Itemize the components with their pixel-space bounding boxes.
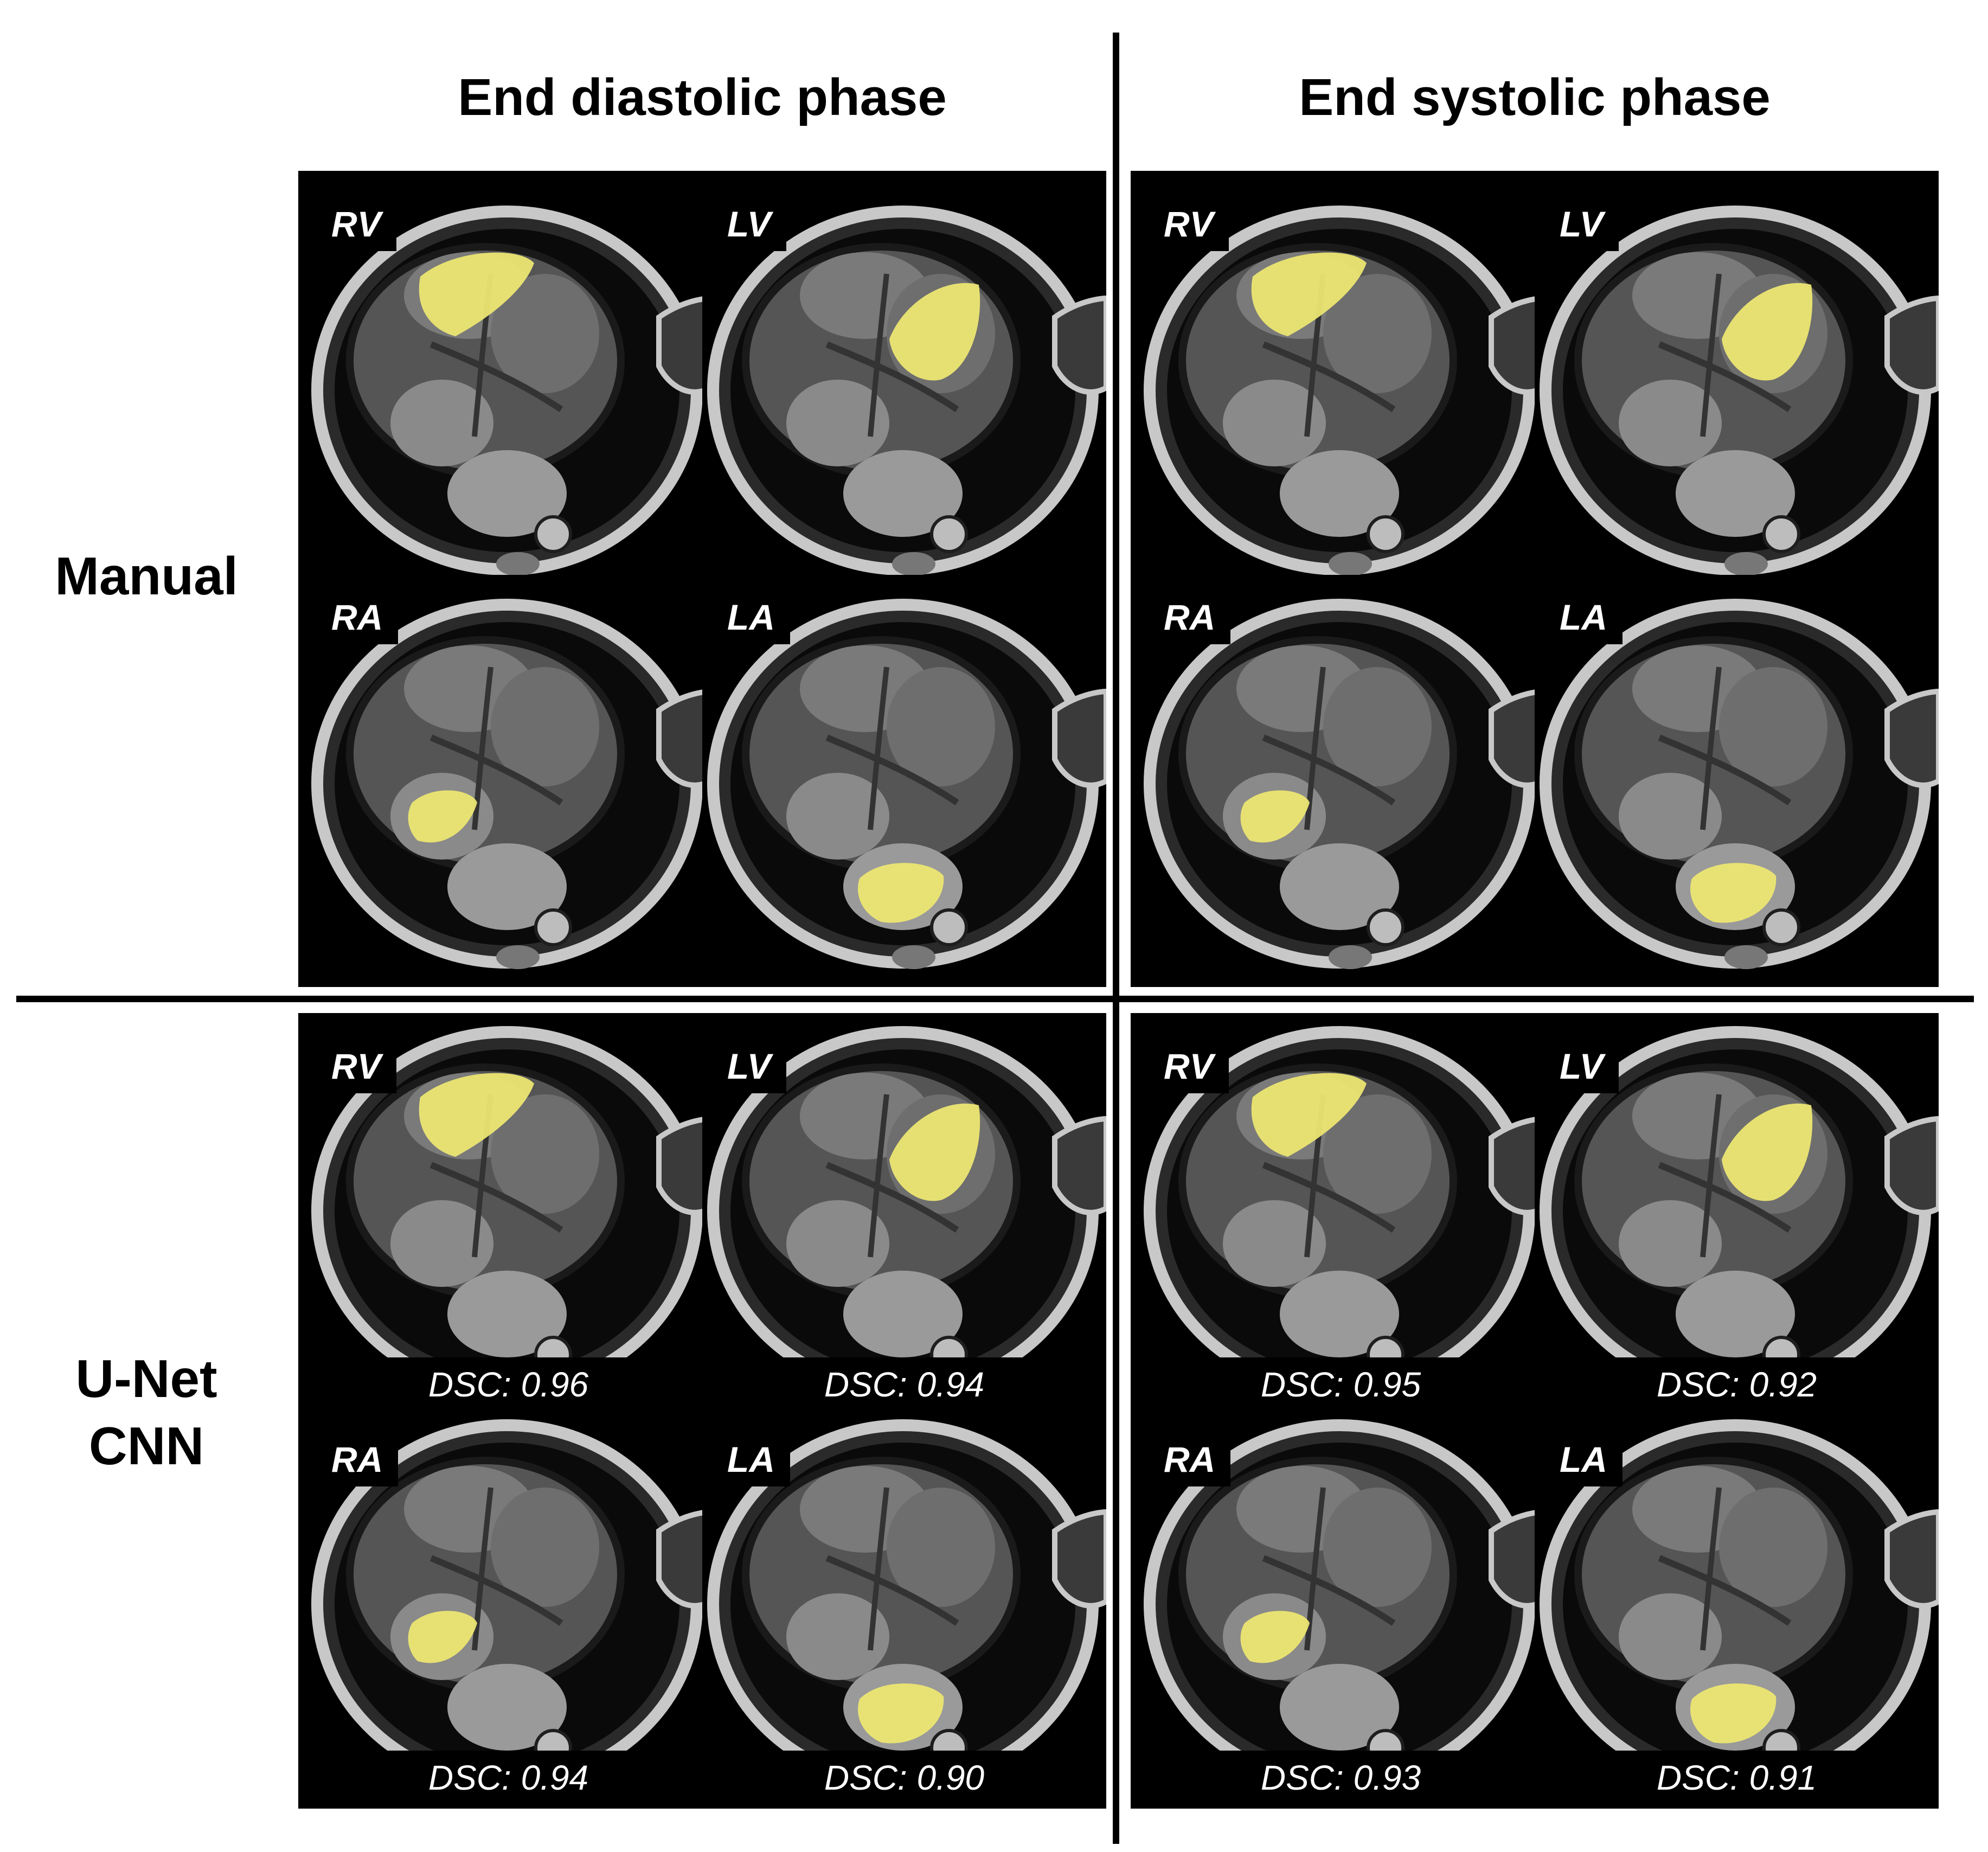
scan-frame [1535,182,1939,586]
cardiac-mri-image [306,1024,710,1357]
row-header-cnn-line-2: CNN [88,1416,204,1476]
cardiac-mri-image [306,182,710,586]
cardiac-mri-image [306,575,710,979]
column-header-end-systolic: End systolic phase [1299,68,1771,126]
dsc-score: DSC: 0.92 [1656,1365,1817,1404]
image-cell-la: LA DSC: 0.90 [702,1417,1106,1809]
dsc-score: DSC: 0.96 [428,1365,589,1404]
cardiac-mri-image [1535,182,1939,586]
chamber-label: RV [316,197,396,251]
cardiac-mri-image [702,575,1106,979]
cardiac-mri-image [1139,182,1543,586]
panel-cnn-end-diastolic: RV DSC: 0.96 LV DSC: 0.94 RA DSC: 0.94 LA DSC: … [298,1013,1106,1809]
image-cell-la: LA [1535,575,1939,979]
panel-manual-end-systolic: RV LV RA LA [1131,171,1939,987]
scan-frame [702,1417,1106,1751]
chamber-label: LV [712,197,786,251]
horizontal-divider [16,996,1974,1002]
chamber-label: LA [712,1432,790,1486]
scan-frame [1535,1024,1939,1357]
scan-frame [1139,575,1543,979]
scan-frame [702,575,1106,979]
scan-frame [1139,1024,1543,1357]
chamber-label: RV [1149,197,1229,251]
chamber-label: LV [1544,1039,1619,1093]
image-cell-ra: RA [306,575,710,979]
chamber-label: LV [712,1039,786,1093]
dsc-score: DSC: 0.91 [1656,1758,1817,1797]
scan-frame [702,182,1106,586]
image-cell-rv: RV DSC: 0.95 [1139,1024,1543,1428]
cardiac-mri-image [702,1024,1106,1357]
image-cell-rv: RV [306,182,710,586]
chamber-label: LA [712,590,790,644]
chamber-label: RA [1149,1432,1231,1486]
chamber-label: RA [1149,590,1231,644]
scan-frame [306,1024,710,1357]
cardiac-mri-image [1535,575,1939,979]
panel-cnn-end-systolic: RV DSC: 0.95 LV DSC: 0.92 RA DSC: 0.93 LA DSC: … [1131,1013,1939,1809]
dsc-score: DSC: 0.95 [1260,1365,1421,1404]
scan-frame [1535,575,1939,979]
image-cell-ra: RA DSC: 0.94 [306,1417,710,1809]
cardiac-mri-image [702,182,1106,586]
dsc-score: DSC: 0.94 [428,1758,589,1797]
image-cell-rv: RV DSC: 0.96 [306,1024,710,1428]
column-header-end-diastolic: End diastolic phase [458,68,947,126]
image-cell-la: LA DSC: 0.91 [1535,1417,1939,1809]
chamber-label: LA [1544,590,1623,644]
scan-frame [1139,1417,1543,1751]
cardiac-mri-image [1139,1024,1543,1357]
image-cell-rv: RV [1139,182,1543,586]
chamber-label: RV [316,1039,396,1093]
dsc-score: DSC: 0.90 [824,1758,985,1797]
cardiac-mri-image [1139,575,1543,979]
image-cell-lv: LV DSC: 0.94 [702,1024,1106,1428]
cardiac-mri-image [702,1417,1106,1751]
cardiac-mri-image [1535,1417,1939,1751]
row-header-cnn-line-1: U-Net [75,1349,217,1408]
dsc-score: DSC: 0.93 [1260,1758,1421,1797]
scan-frame [306,182,710,586]
chamber-label: LA [1544,1432,1623,1486]
scan-frame [306,575,710,979]
image-cell-lv: LV [702,182,1106,586]
cardiac-mri-image [1535,1024,1939,1357]
image-cell-lv: LV [1535,182,1939,586]
chamber-label: LV [1544,197,1619,251]
image-cell-ra: RA DSC: 0.93 [1139,1417,1543,1809]
scan-frame [702,1024,1106,1357]
panel-manual-end-diastolic: RV LV RA LA [298,171,1106,987]
dsc-score: DSC: 0.94 [824,1365,985,1404]
chamber-label: RV [1149,1039,1229,1093]
row-header-unet-cnn: U-Net CNN [11,1345,282,1479]
row-header-manual: Manual [11,542,282,610]
chamber-label: RA [316,590,399,644]
scan-frame [1535,1417,1939,1751]
image-cell-la: LA [702,575,1106,979]
scan-frame [1139,182,1543,586]
cardiac-mri-image [1139,1417,1543,1751]
image-cell-lv: LV DSC: 0.92 [1535,1024,1939,1428]
row-header-manual-line: Manual [55,546,238,606]
chamber-label: RA [316,1432,399,1486]
vertical-divider [1113,33,1119,1844]
image-cell-ra: RA [1139,575,1543,979]
